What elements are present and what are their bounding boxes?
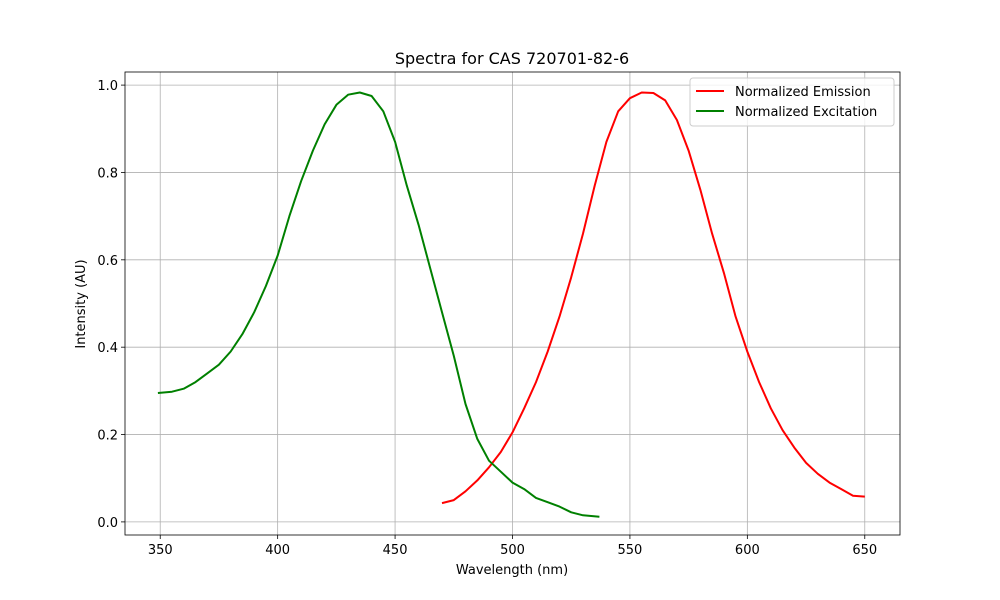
y-tick-label: 0.6: [97, 254, 118, 269]
y-tick-label: 0.4: [97, 341, 118, 356]
y-tick-label: 0.8: [97, 166, 118, 181]
legend: Normalized Emission Normalized Excitatio…: [689, 77, 895, 127]
y-tick-label: 1.0: [97, 79, 118, 94]
grid: [125, 72, 900, 535]
series-line-excitation: [157, 91, 600, 518]
x-tick-label: 450: [383, 543, 408, 558]
series-line-emission: [441, 91, 865, 505]
x-tick-label: 650: [852, 543, 877, 558]
y-tick-label: 0.0: [97, 516, 118, 531]
series-layer: [157, 91, 865, 518]
ticks: 350 400 450 500 550 600 650 0.0 0.2 0.4 0.6 0.8 1.0: [97, 79, 877, 558]
y-tick-label: 0.2: [97, 429, 118, 444]
x-tick-label: 500: [500, 543, 525, 558]
x-axis-label: Wavelength (nm): [456, 563, 568, 578]
x-tick-label: 350: [148, 543, 173, 558]
legend-box: [689, 77, 895, 127]
legend-label-emission: Normalized Emission: [735, 85, 871, 100]
y-axis-label: Intensity (AU): [74, 259, 89, 348]
legend-label-excitation: Normalized Excitation: [735, 105, 877, 120]
chart-title: Spectra for CAS 720701-82-6: [395, 49, 629, 68]
x-tick-label: 400: [265, 543, 290, 558]
x-tick-label: 550: [618, 543, 643, 558]
x-tick-label: 600: [735, 543, 760, 558]
